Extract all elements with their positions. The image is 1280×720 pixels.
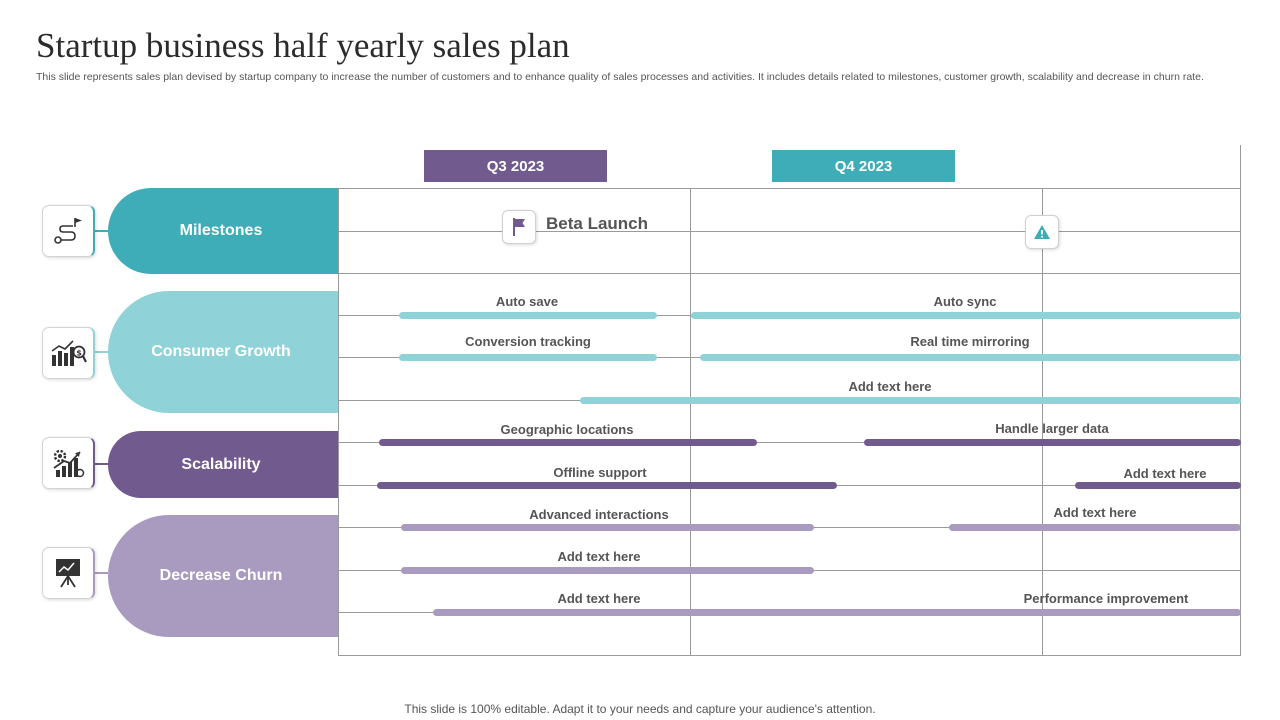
task-label-auto-save: Auto save: [495, 294, 559, 309]
task-bar-add-text-3: [949, 524, 1241, 531]
task-label-add-text-1: Add text here: [848, 379, 932, 394]
category-decrease-churn: Decrease Churn: [108, 515, 338, 637]
task-bar-geographic-locations: [379, 439, 757, 446]
task-bar-auto-sync: [691, 312, 1241, 319]
task-label-conversion-tracking: Conversion tracking: [465, 334, 591, 349]
task-bar-auto-save: [399, 312, 657, 319]
task-bar-add-text-1: [580, 397, 1241, 404]
connector-decrease-churn: [92, 572, 108, 574]
warning-icon: [1025, 215, 1059, 249]
milestone-label: Beta Launch: [546, 214, 649, 233]
task-label-offline-support: Offline support: [553, 465, 647, 480]
quarter-q4-header: Q4 2023: [772, 150, 955, 182]
task-bar-handle-larger-data: [864, 439, 1241, 446]
category-milestones: Milestones: [108, 188, 338, 274]
connector-consumer-growth: [92, 351, 108, 353]
task-label-add-text-4: Add text here: [557, 549, 641, 564]
task-bar-add-text-4: [401, 567, 814, 574]
page-subtitle: This slide represents sales plan devised…: [36, 71, 1204, 83]
page-title: Startup business half yearly sales plan: [36, 26, 570, 65]
category-scalability: Scalability: [108, 431, 338, 498]
task-label-add-text-2: Add text here: [1123, 466, 1207, 481]
task-bar-add-text-2: [1075, 482, 1241, 489]
task-bar-real-time-mirroring: [700, 354, 1241, 361]
scalability-icon: [42, 437, 95, 489]
task-label-performance-improvement: Performance improvement: [1023, 591, 1189, 606]
task-bar-performance-improvement: [433, 609, 1241, 616]
task-bar-conversion-tracking: [399, 354, 657, 361]
connector-scalability: [92, 463, 108, 465]
connector-milestones: [92, 230, 108, 232]
flag-icon: [502, 210, 536, 244]
footer-note: This slide is 100% editable. Adapt it to…: [404, 702, 876, 716]
task-bar-offline-support: [377, 482, 837, 489]
category-consumer-growth: Consumer Growth: [108, 291, 338, 413]
task-label-advanced-interactions: Advanced interactions: [529, 507, 669, 522]
task-label-geographic-locations: Geographic locations: [500, 422, 634, 437]
task-label-handle-larger-data: Handle larger data: [995, 421, 1109, 436]
task-bar-advanced-interactions: [401, 524, 814, 531]
svg-text:$: $: [76, 349, 82, 358]
task-label-real-time-mirroring: Real time mirroring: [910, 334, 1030, 349]
task-label-add-text-5: Add text here: [557, 591, 641, 606]
roadmap-icon: [42, 205, 95, 257]
quarter-q3-header: Q3 2023: [424, 150, 607, 182]
presentation-icon: [42, 547, 95, 599]
task-label-add-text-3: Add text here: [1053, 505, 1137, 520]
growth-chart-icon: $: [42, 327, 95, 379]
task-label-auto-sync: Auto sync: [933, 294, 997, 309]
